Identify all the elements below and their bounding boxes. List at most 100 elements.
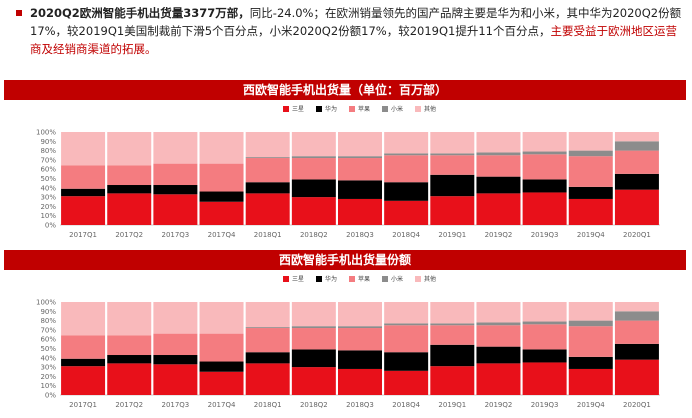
bar-segment-2017Q1-华为 (61, 188, 106, 197)
x-tick-label: 2017Q3 (161, 401, 189, 409)
bar-segment-2018Q3-三星 (338, 198, 382, 225)
y-tick-label: 40% (40, 354, 56, 362)
intro-red-text: 主要受益于欧洲地区运营商及经销商渠道的拓展。 (30, 24, 677, 56)
x-tick-label: 2017Q1 (69, 401, 97, 409)
bar-segment-2020Q1-小米 (614, 141, 659, 151)
chart-2-stacked-bar: 0% 10%20%30% 40%50%60% 70%80%90%100% 2017Q1 2… (36, 275, 660, 409)
bar-segment-2017Q3-华为 (153, 185, 198, 195)
bar-segment-2017Q2-华为 (107, 355, 152, 364)
y-tick-label: 70% (40, 326, 56, 334)
bar-segment-2017Q3-苹果 (153, 333, 198, 356)
chart-1-title: 西欧智能手机出货量（单位：百万部） (4, 80, 686, 100)
x-tick-label: 2019Q1 (438, 401, 466, 409)
bar-segment-2019Q2-小米 (476, 152, 521, 156)
y-tick-label: 60% (40, 166, 56, 174)
bar-segment-2018Q3-三星 (338, 368, 382, 395)
bar-segment-2017Q1-苹果 (61, 335, 106, 359)
bar-segment-2017Q3-三星 (153, 194, 198, 225)
bar-segment-2018Q1-苹果 (245, 328, 290, 353)
legend-swatch-三星 (283, 106, 289, 112)
x-tick-label: 2019Q2 (485, 401, 513, 409)
x-tick-label: 2018Q1 (254, 401, 282, 409)
bar-segment-2018Q3-华为 (338, 350, 382, 369)
bar-segment-2017Q1-华为 (61, 358, 106, 367)
bar-segment-2018Q4-三星 (384, 370, 429, 395)
bar-segment-2020Q1-三星 (614, 359, 659, 395)
bar-segment-2017Q4-苹果 (199, 163, 244, 192)
x-tick-label: 2018Q4 (392, 231, 420, 239)
legend-label-苹果: 苹果 (358, 105, 370, 113)
legend-swatch-小米 (382, 276, 388, 282)
legend-swatch-苹果 (349, 276, 355, 282)
y-tick-label: 60% (40, 336, 56, 344)
bar-segment-2018Q1-三星 (245, 193, 290, 225)
bar-segment-2019Q4-小米 (568, 150, 613, 157)
bar-segment-2018Q1-华为 (245, 352, 290, 364)
bar-segment-2020Q1-其他 (614, 132, 659, 142)
bar-segment-2019Q4-其他 (568, 132, 613, 151)
legend-label-苹果: 苹果 (358, 275, 370, 283)
y-tick-label: 30% (40, 364, 56, 372)
bar-segment-2017Q2-苹果 (107, 335, 152, 356)
bar-segment-2017Q1-其他 (61, 302, 106, 336)
bar-segment-2018Q1-小米 (245, 327, 290, 329)
bar-segment-2018Q1-其他 (245, 132, 290, 158)
bar-segment-2017Q4-三星 (199, 201, 244, 225)
bar-segment-2018Q2-华为 (291, 179, 336, 198)
legend-label-其他: 其他 (424, 275, 436, 283)
bar-segment-2019Q4-其他 (568, 302, 613, 321)
legend-label-小米: 小米 (391, 275, 403, 283)
bar-segment-2019Q3-苹果 (522, 154, 567, 180)
legend-label-小米: 小米 (391, 105, 403, 113)
bar-segment-2017Q2-三星 (107, 193, 152, 225)
y-tick-label: 10% (40, 212, 56, 220)
intro-paragraph: 2020Q2欧洲智能手机出货量3377万部，同比-24.0%；在欧洲销量领先的国… (16, 4, 688, 58)
bar-segment-2019Q3-三星 (522, 192, 567, 225)
y-tick-label: 0% (45, 392, 56, 400)
bar-segment-2017Q3-其他 (153, 302, 198, 334)
y-tick-label: 0% (45, 222, 56, 230)
x-tick-label: 2019Q4 (577, 231, 605, 239)
x-tick-label: 2018Q3 (346, 401, 374, 409)
bar-segment-2019Q2-苹果 (476, 325, 521, 347)
legend-swatch-苹果 (349, 106, 355, 112)
bar-segment-2018Q1-小米 (245, 157, 290, 159)
bar-segment-2019Q4-三星 (568, 198, 613, 225)
x-tick-label: 2020Q1 (623, 231, 651, 239)
bar-segment-2018Q2-华为 (291, 349, 336, 368)
bar-segment-2019Q4-三星 (568, 368, 613, 395)
bar-segment-2017Q4-华为 (199, 191, 244, 202)
legend-swatch-小米 (382, 106, 388, 112)
bar-segment-2018Q4-小米 (384, 153, 429, 156)
bar-segment-2018Q3-华为 (338, 180, 382, 199)
y-tick-label: 80% (40, 317, 56, 325)
legend-swatch-三星 (283, 276, 289, 282)
bar-segment-2018Q3-小米 (338, 156, 382, 159)
x-tick-label: 2018Q1 (254, 231, 282, 239)
bar-segment-2018Q4-其他 (384, 302, 429, 324)
legend-label-三星: 三星 (292, 106, 304, 113)
bar-segment-2019Q2-其他 (476, 132, 521, 153)
bar-segment-2018Q4-华为 (384, 352, 429, 371)
bar-segment-2018Q1-苹果 (245, 158, 290, 183)
bar-segment-2018Q1-华为 (245, 182, 290, 194)
bar-segment-2020Q1-苹果 (614, 150, 659, 174)
bar-segment-2019Q1-苹果 (430, 155, 475, 175)
bar-segment-2019Q2-华为 (476, 346, 521, 364)
bar-segment-2018Q4-苹果 (384, 325, 429, 353)
y-tick-label: 30% (40, 194, 56, 202)
legend-swatch-其他 (415, 276, 421, 282)
bar-segment-2019Q3-华为 (522, 179, 567, 193)
bar-segment-2019Q1-三星 (430, 196, 475, 225)
legend-label-其他: 其他 (424, 105, 436, 113)
bar-segment-2020Q1-华为 (614, 343, 659, 360)
bar-segment-2018Q3-小米 (338, 326, 382, 329)
y-tick-label: 70% (40, 156, 56, 164)
bar-segment-2017Q3-其他 (153, 132, 198, 164)
bar-segment-2019Q3-其他 (522, 132, 567, 152)
bar-segment-2019Q4-苹果 (568, 326, 613, 357)
legend-label-华为: 华为 (325, 275, 337, 283)
bar-segment-2019Q2-三星 (476, 193, 521, 225)
legend-swatch-华为 (316, 276, 322, 282)
bar-segment-2019Q3-小米 (522, 151, 567, 155)
